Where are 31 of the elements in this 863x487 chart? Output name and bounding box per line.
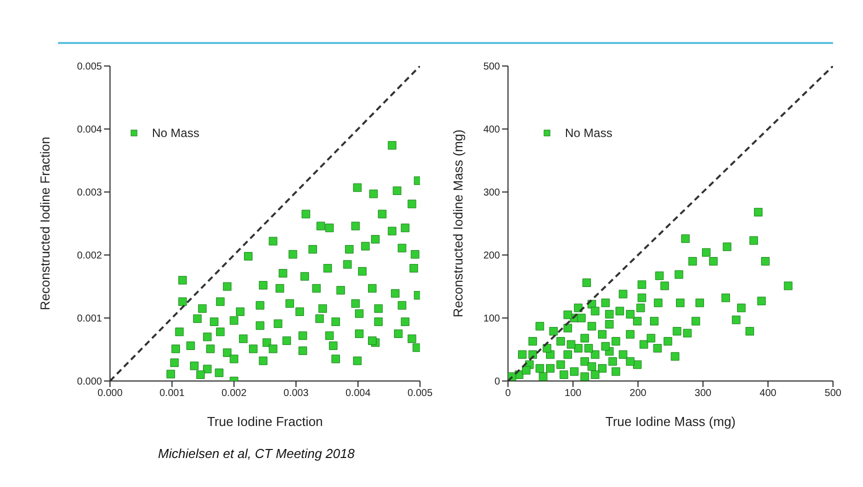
y-tick-label: 0.000 <box>76 376 102 388</box>
x-tick-label: 0.000 <box>97 388 123 400</box>
x-tick-label: 300 <box>694 388 712 400</box>
y-tick-label: 0.001 <box>76 314 102 325</box>
x-axis-title: True Iodine Fraction <box>207 414 323 429</box>
y-tick-label: 500 <box>483 62 500 73</box>
legend-label: No Mass <box>565 126 612 140</box>
y-tick-label: 200 <box>483 250 500 262</box>
y-tick-label: 100 <box>483 314 500 325</box>
x-tick-label: 200 <box>630 388 647 400</box>
x-tick-label: 500 <box>824 388 842 400</box>
text: Michielsen et al, CT Meeting 2018 <box>158 446 355 461</box>
y-tick-label: 0.003 <box>76 188 102 199</box>
legend-label: No Mass <box>152 126 200 140</box>
y-tick-label: 0.005 <box>76 62 102 73</box>
x-tick-label: 0.003 <box>283 388 309 400</box>
x-tick-label: 0.005 <box>407 388 433 400</box>
x-tick-label: 100 <box>564 388 582 400</box>
x-tick-label: 0.002 <box>221 388 247 400</box>
x-tick-label: 400 <box>760 388 777 400</box>
y-axis-title: Reconstructed Iodine Mass (mg) <box>450 130 466 318</box>
y-tick-label: 400 <box>483 124 500 136</box>
y-tick-label: 0.002 <box>76 250 102 262</box>
y-tick-label: 300 <box>483 188 500 199</box>
x-tick-label: 0.004 <box>345 388 371 400</box>
x-tick-label: 0 <box>505 388 512 400</box>
y-tick-label: 0 <box>494 376 500 388</box>
y-tick-label: 0.004 <box>76 124 102 136</box>
y-axis-title: Reconstructed Iodine Fraction <box>38 136 53 310</box>
x-axis-title: True Iodine Mass (mg) <box>605 414 736 429</box>
x-tick-label: 0.001 <box>159 388 185 400</box>
